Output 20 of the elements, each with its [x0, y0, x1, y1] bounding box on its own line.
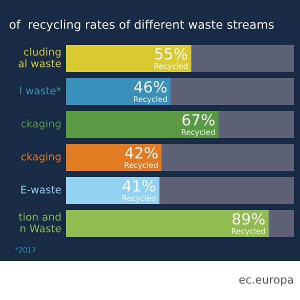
y-tick-label: ckaging	[21, 119, 60, 130]
bar	[66, 44, 192, 72]
text: ec.europa	[239, 277, 293, 286]
y-tick-label: E-waste	[21, 186, 61, 194]
bar	[66, 144, 162, 172]
y-tick-label: tion and n Waste	[18, 212, 61, 232]
bar	[66, 78, 171, 106]
bar	[191, 44, 294, 72]
bar	[66, 176, 160, 204]
y-tick-label: l waste*	[20, 86, 62, 95]
y-tick-label: cluding al waste	[18, 48, 61, 68]
bar	[159, 176, 294, 204]
chart-title: of recycling rates of different waste streams	[10, 20, 274, 32]
bar	[170, 78, 294, 106]
y-tick-label: ckaging	[21, 152, 60, 163]
bar	[66, 210, 269, 238]
bar	[218, 110, 294, 138]
bar	[66, 110, 219, 138]
bar	[268, 210, 294, 238]
bar	[162, 144, 294, 172]
